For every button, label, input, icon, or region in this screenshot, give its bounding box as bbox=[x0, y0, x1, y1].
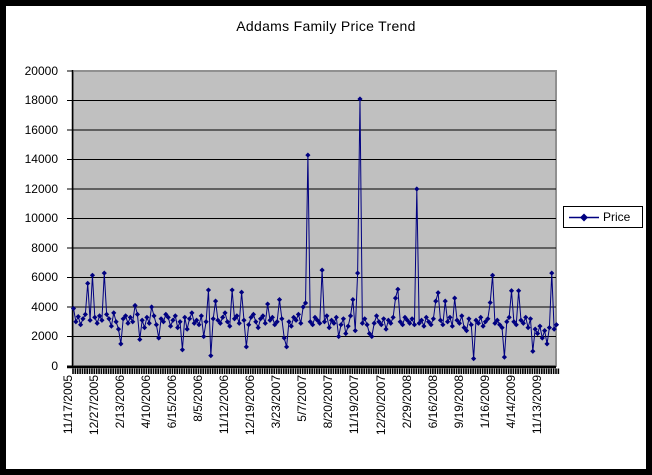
x-axis-tick-label: 8/5/2006 bbox=[191, 375, 206, 422]
legend-label: Price bbox=[603, 210, 631, 224]
y-axis-tick-label: 6000 bbox=[31, 270, 58, 284]
x-axis-tick-label: 11/13/2009 bbox=[529, 375, 544, 435]
chart-title: Addams Family Price Trend bbox=[236, 18, 416, 34]
y-axis-tick-label: 16000 bbox=[24, 122, 58, 137]
y-axis-tick-label: 20000 bbox=[24, 63, 58, 78]
x-axis-tick-label: 5/7/2007 bbox=[295, 375, 310, 422]
x-axis-tick-label: 12/20/2007 bbox=[373, 375, 388, 436]
legend-price-marker-icon bbox=[569, 213, 599, 221]
x-axis-tick-label: 11/19/2007 bbox=[347, 375, 362, 435]
x-axis-tick-label: 6/16/2008 bbox=[425, 375, 440, 429]
x-axis-tick-label: 9/19/2008 bbox=[451, 375, 466, 429]
x-axis-tick-label: 4/14/2009 bbox=[503, 375, 518, 429]
y-axis-tick-label: 10000 bbox=[24, 211, 58, 225]
x-axis-tick-label: 12/27/2005 bbox=[87, 375, 102, 436]
x-axis-tick-label: 8/20/2007 bbox=[321, 375, 336, 429]
x-axis-ticks bbox=[72, 368, 560, 374]
y-axis-tick-label: 12000 bbox=[24, 181, 58, 196]
x-axis-tick-label: 2/29/2008 bbox=[399, 375, 414, 429]
legend: Price bbox=[563, 206, 643, 228]
x-axis-tick-label: 12/19/2006 bbox=[243, 375, 258, 436]
gridlines bbox=[73, 100, 556, 337]
x-axis-tick-label: 2/13/2006 bbox=[113, 375, 128, 429]
y-axis-tick-label: 8000 bbox=[31, 240, 58, 255]
y-axis-tick-label: 2000 bbox=[31, 329, 58, 343]
y-axis-tick-label: 14000 bbox=[24, 152, 58, 166]
y-axis-ticks bbox=[67, 70, 72, 367]
x-axis-tick-label: 11/12/2006 bbox=[217, 375, 232, 435]
y-axis-tick-label: 18000 bbox=[24, 93, 58, 107]
x-axis-tick-label: 11/17/2005 bbox=[61, 375, 75, 435]
price-chart-svg bbox=[67, 70, 560, 374]
x-axis-tick-label: 1/16/2009 bbox=[477, 375, 492, 429]
y-axis-tick-label: 4000 bbox=[31, 299, 58, 314]
y-axis-tick-label: 0 bbox=[51, 358, 58, 373]
x-axis-tick-label: 4/10/2006 bbox=[139, 375, 154, 429]
x-axis-tick-label: 6/15/2006 bbox=[165, 375, 180, 429]
x-axis-tick-label: 3/23/2007 bbox=[269, 375, 284, 429]
